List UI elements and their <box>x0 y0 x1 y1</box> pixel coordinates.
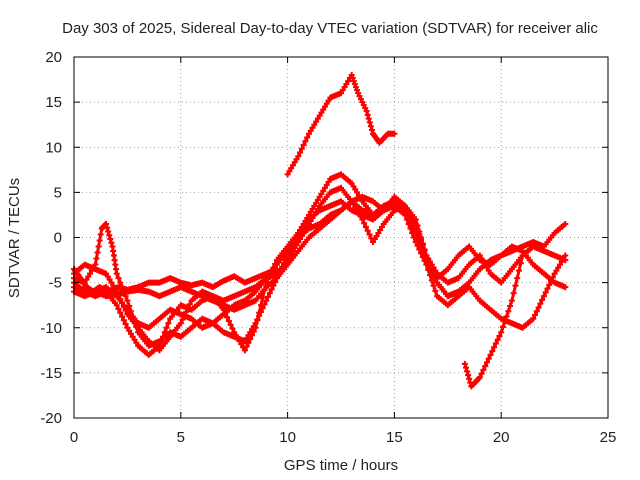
y-tick-label: -10 <box>40 320 62 337</box>
series-8 <box>461 252 526 390</box>
data-series <box>71 72 569 390</box>
y-axis-label: SDTVAR / TECUs <box>6 178 23 298</box>
y-tick-label: 20 <box>45 49 62 66</box>
x-tick-label: 15 <box>386 429 403 446</box>
axis-ticks: 0 5 10 15 20 25 -20 -15 -10 -5 0 5 10 15 20 <box>40 49 616 446</box>
x-tick-label: 20 <box>493 429 510 446</box>
x-tick-label: 0 <box>70 429 78 446</box>
x-tick-label: 10 <box>279 429 296 446</box>
y-tick-label: 10 <box>45 139 62 156</box>
y-tick-label: 0 <box>54 230 62 247</box>
series-6 <box>71 198 569 331</box>
series-line <box>73 199 567 330</box>
y-tick-label: -5 <box>49 275 62 292</box>
x-tick-label: 25 <box>600 429 617 446</box>
y-tick-label: 5 <box>54 184 62 201</box>
series-markers <box>284 72 398 178</box>
series-line <box>463 255 525 388</box>
y-tick-label: -15 <box>40 365 62 382</box>
y-tick-label: -20 <box>40 410 62 427</box>
series-line <box>286 73 395 176</box>
x-tick-label: 5 <box>177 429 185 446</box>
x-axis-label: GPS time / hours <box>284 457 398 474</box>
series-line <box>73 172 567 330</box>
series-4 <box>71 171 569 331</box>
grid-lines <box>74 57 608 418</box>
y-tick-label: 15 <box>45 94 62 111</box>
series-line <box>73 195 566 348</box>
series-7 <box>284 72 398 178</box>
series-markers <box>461 252 526 390</box>
chart-title: Day 303 of 2025, Sidereal Day-to-day VTE… <box>62 20 598 37</box>
